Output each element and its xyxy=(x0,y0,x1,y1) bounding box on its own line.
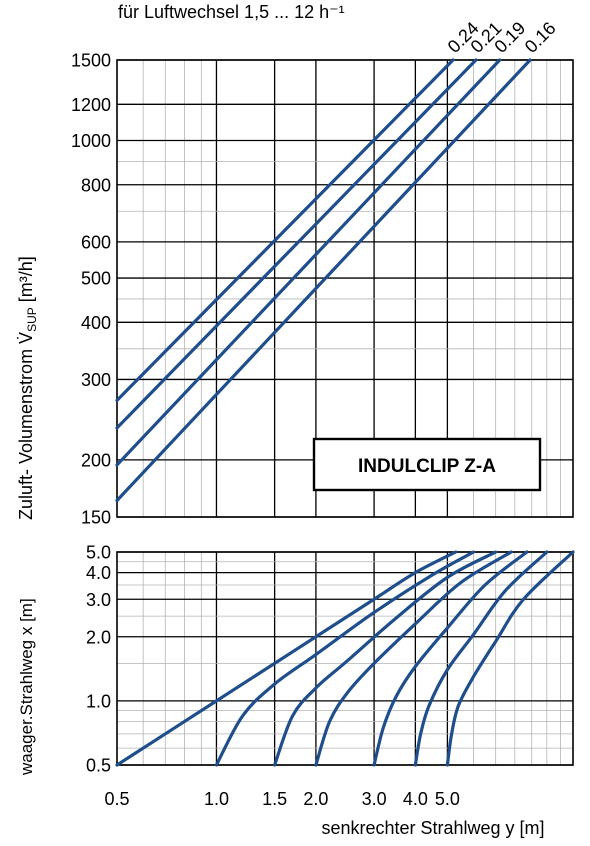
lower-y-tick-label: 1.0 xyxy=(86,691,111,711)
upper-y-tick-label: 200 xyxy=(81,450,111,470)
x-tick-label: 4.0 xyxy=(403,789,428,809)
upper-y-axis-title: Zuluft- Volumenstrom V̇SUP [m³/h] xyxy=(16,256,39,520)
throw-series-curve xyxy=(273,550,498,767)
product-label: INDULCLIP Z-A xyxy=(358,456,496,477)
throw-series-curve xyxy=(372,550,529,767)
lower-y-tick-label: 2.0 xyxy=(86,627,111,647)
x-tick-label: 3.0 xyxy=(362,789,387,809)
lower-chart-series xyxy=(115,550,575,767)
throw-series-curve xyxy=(214,550,476,767)
upper-y-tick-label: 1000 xyxy=(71,131,111,151)
upper-y-tick-label: 150 xyxy=(81,508,111,528)
x-tick-label: 2.0 xyxy=(303,789,328,809)
product-label-box: INDULCLIP Z-A xyxy=(312,437,542,492)
throw-series-curve xyxy=(314,550,513,767)
chart-labels: 150 200 300 400 500 600 800 1000 1200 1500 0.5 1.0 2… xyxy=(16,18,560,809)
upper-y-tick-label: 400 xyxy=(81,313,111,333)
flow-series-line xyxy=(115,58,455,402)
x-tick-label: 0.5 xyxy=(104,789,129,809)
lower-chart-grid xyxy=(116,551,574,766)
upper-y-tick-label: 500 xyxy=(81,269,111,289)
upper-y-tick-label: 1200 xyxy=(71,95,111,115)
throw-series-curve xyxy=(445,550,575,767)
upper-y-tick-label: 800 xyxy=(81,175,111,195)
x-tick-label: 1.5 xyxy=(262,789,287,809)
upper-chart-series xyxy=(115,58,532,503)
upper-y-tick-label: 600 xyxy=(81,232,111,252)
flow-series-line xyxy=(115,58,532,503)
lower-y-tick-label: 4.0 xyxy=(86,563,111,583)
lower-y-tick-label: 3.0 xyxy=(86,590,111,610)
x-tick-label: 1.0 xyxy=(204,789,229,809)
upper-y-tick-label: 300 xyxy=(81,370,111,390)
throw-series-curve xyxy=(115,550,458,767)
lower-plot-frame xyxy=(116,551,574,766)
throw-series-curve xyxy=(413,550,549,767)
lower-y-tick-label: 0.5 xyxy=(86,756,111,776)
flow-series-line xyxy=(115,58,502,467)
upper-y-tick-label: 1500 xyxy=(71,51,111,71)
x-tick-label: 5.0 xyxy=(435,789,460,809)
series-label: 0.16 xyxy=(521,18,560,57)
lower-y-tick-label: 5.0 xyxy=(86,543,111,563)
upper-plot-frame xyxy=(116,59,574,518)
x-axis-title: senkrechter Strahlweg y [m] xyxy=(321,818,544,838)
lower-y-axis-title: waager.Strahlweg x [m] xyxy=(17,598,36,776)
flow-series-line xyxy=(115,58,478,430)
header-note: für Luftwechsel 1,5 ... 12 h⁻¹ xyxy=(118,2,345,22)
